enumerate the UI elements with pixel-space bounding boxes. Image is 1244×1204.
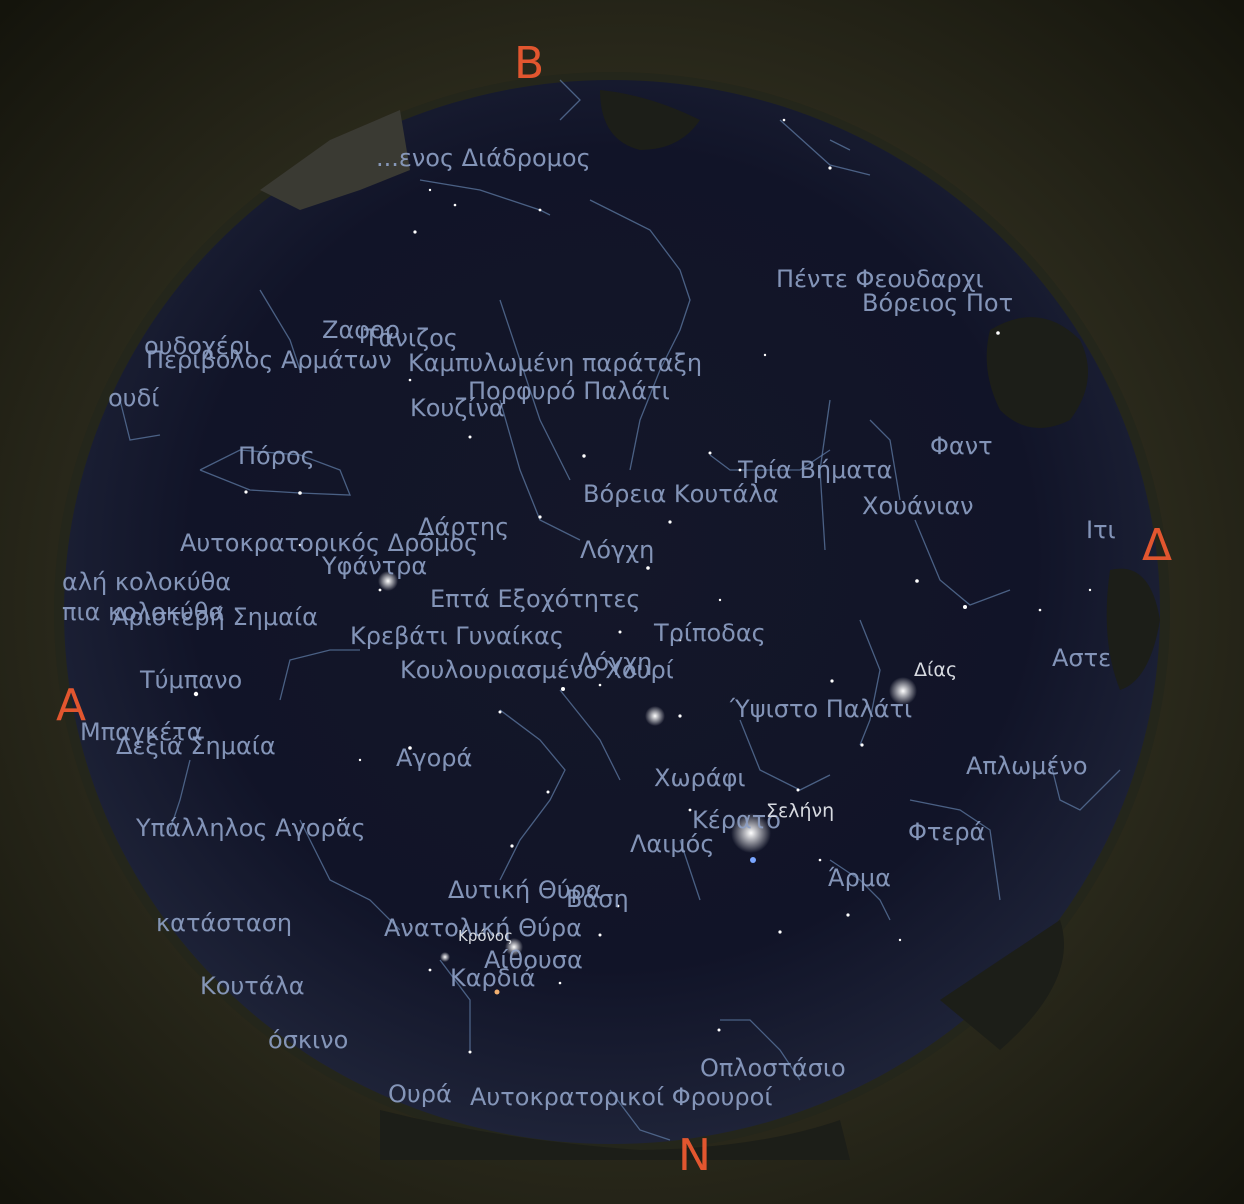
constellation-label[interactable]: Τάνιζος <box>363 324 458 352</box>
antares-star[interactable] <box>440 952 450 962</box>
constellation-label[interactable]: Ιτι <box>1086 516 1116 544</box>
constellation-label[interactable]: Ανατολική Θύρα <box>384 914 582 942</box>
constellation-label[interactable]: Καρδιά <box>450 964 535 992</box>
constellation-label[interactable]: Αίθουσα <box>484 946 583 974</box>
constellation-label[interactable]: ...ενος Διάδρομος <box>376 144 591 172</box>
constellation-label[interactable]: Κρεβάτι Γυναίκας <box>350 622 564 650</box>
constellation-label[interactable]: Αριστερή Σημαία <box>112 603 318 631</box>
constellation-label[interactable]: Τρίποδας <box>653 619 766 647</box>
constellation-label[interactable]: όσκινο <box>268 1026 348 1054</box>
constellation-label[interactable]: Μπαγκέτα <box>80 718 203 746</box>
moon-label[interactable]: Σελήνη <box>766 800 834 822</box>
constellation-label[interactable]: ουδοχέρι <box>144 332 252 360</box>
jupiter-planet[interactable] <box>889 677 917 705</box>
compass-north[interactable]: Β <box>514 38 544 89</box>
star-field <box>193 118 1092 1054</box>
vega-star[interactable] <box>378 571 398 591</box>
planet-labels: Δίας Σελήνη Κρόνος <box>458 659 957 945</box>
constellation-label[interactable]: Υφάντρα <box>321 552 427 580</box>
constellation-label[interactable]: πια κολοκύθα <box>62 598 224 626</box>
constellation-label[interactable]: αλή κολοκύθα <box>62 568 231 596</box>
constellation-lines <box>119 79 1121 1141</box>
constellation-label[interactable]: Αυτοκρατορικοί Φρουροί <box>470 1083 772 1111</box>
constellation-label[interactable]: Φαντ <box>930 432 993 460</box>
constellation-label[interactable]: Λαιμός <box>630 830 714 858</box>
bright-objects <box>378 571 917 995</box>
constellation-label[interactable]: Τύμπανο <box>139 666 242 694</box>
heart-star <box>494 989 500 995</box>
constellation-label[interactable]: Περίβολος Αρμάτων <box>146 346 392 374</box>
constellation-label[interactable]: Πόρος <box>238 442 315 470</box>
constellation-label[interactable]: Κέρατο <box>692 806 781 834</box>
constellation-label[interactable]: Κουζίνα <box>410 394 505 422</box>
constellation-label[interactable]: Κουτάλα <box>200 972 305 1000</box>
altair-star[interactable] <box>645 706 665 726</box>
constellation-label[interactable]: Δυτική Θύρα <box>448 876 602 904</box>
constellation-label[interactable]: Ύψιστο Παλάτι <box>729 695 912 723</box>
constellation-label[interactable]: Δάρτης <box>418 513 509 541</box>
constellation-label[interactable]: ουδί <box>108 384 159 412</box>
moon-object[interactable] <box>731 813 771 853</box>
constellation-label[interactable]: Άρμα <box>828 864 891 892</box>
constellation-label[interactable]: Πορφυρό Παλάτι <box>468 377 670 405</box>
moon-companion-star <box>750 857 756 863</box>
constellation-label[interactable]: Απλωμένο <box>966 752 1088 780</box>
compass-south[interactable]: Ν <box>678 1130 711 1181</box>
constellation-label[interactable]: Λόγχη <box>578 648 652 676</box>
constellation-label[interactable]: Ζαφορ <box>322 316 400 344</box>
constellation-label[interactable]: Πέντε Φεουδαρχι <box>776 265 984 293</box>
constellation-label[interactable]: Βάση <box>566 885 629 913</box>
constellation-label[interactable]: Ουρά <box>388 1080 452 1108</box>
constellation-label[interactable]: Βόρεια Κουτάλα <box>583 480 779 508</box>
compass-west[interactable]: Δ <box>1142 520 1172 571</box>
constellation-label[interactable]: Κουλουριασμένο Χουρί <box>400 656 674 684</box>
constellation-label[interactable]: Χωράφι <box>654 764 746 792</box>
jupiter-label[interactable]: Δίας <box>914 659 957 681</box>
constellation-label[interactable]: Υπάλληλος Αγοράς <box>135 814 366 842</box>
compass-east[interactable]: Α <box>56 680 86 731</box>
constellation-label[interactable]: Επτά Εξοχότητες <box>430 585 640 613</box>
constellation-label[interactable]: Τρία Βήματα <box>737 456 893 484</box>
constellation-label[interactable]: Δεξιά Σημαία <box>116 732 276 760</box>
constellation-label[interactable]: Χουάνιαν <box>862 492 974 520</box>
constellation-label[interactable]: Αυτοκρατορικός Δρόμος <box>180 529 478 557</box>
horizon-silhouettes <box>260 90 1160 1160</box>
compass: Β Ν Α Δ <box>56 38 1172 1181</box>
constellation-label[interactable]: Φτερά <box>908 818 985 846</box>
constellation-label[interactable]: κατάσταση <box>156 909 292 937</box>
constellation-label[interactable]: Αγορά <box>396 744 472 772</box>
constellation-label[interactable]: Οπλοστάσιο <box>700 1054 846 1082</box>
constellation-label[interactable]: Αστε <box>1052 644 1111 672</box>
saturn-label[interactable]: Κρόνος <box>458 927 513 945</box>
constellation-label[interactable]: Λόγχη <box>580 536 654 564</box>
constellation-label[interactable]: Καμπυλωμένη παράταξη <box>408 349 702 377</box>
constellation-labels: ...ενος Διάδρομος Πέντε Φεουδαρχι Βόρειο… <box>62 144 1116 1111</box>
sky-dome <box>64 80 1160 1144</box>
saturn-planet[interactable] <box>505 938 523 956</box>
constellation-label[interactable]: Βόρειος Ποτ <box>862 289 1013 317</box>
